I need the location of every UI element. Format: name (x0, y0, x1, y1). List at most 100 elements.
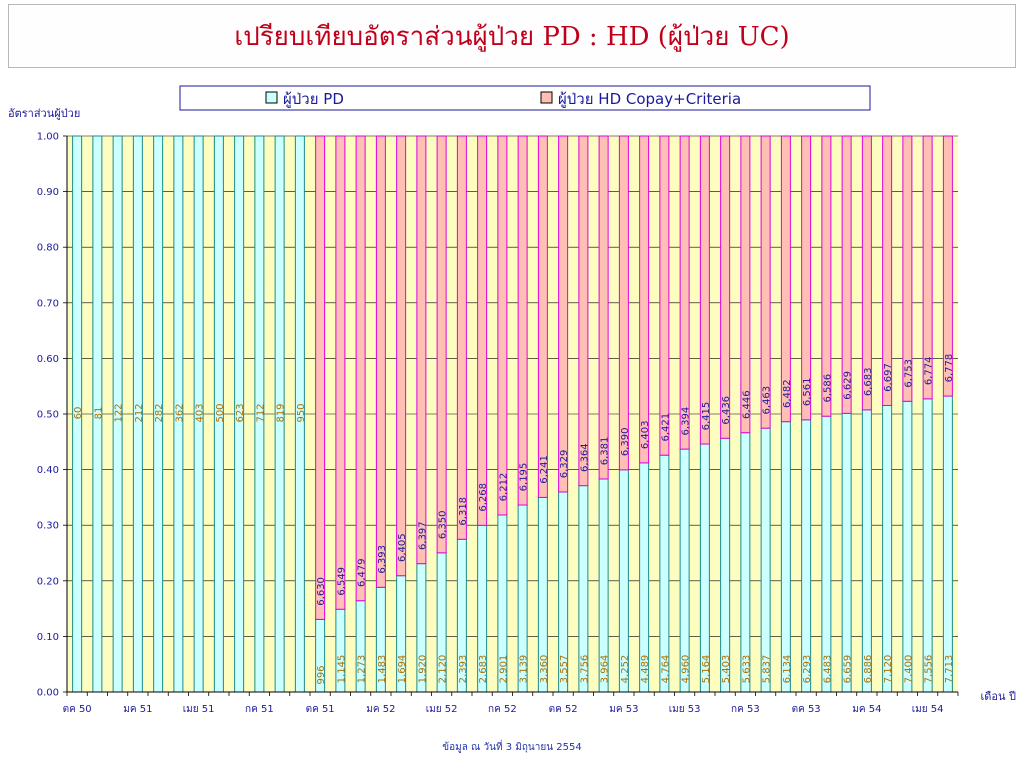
data-label-pd: 122 (114, 403, 125, 422)
bar-hd (679, 135, 690, 450)
data-label-hd: 6,403 (640, 421, 651, 450)
data-label-pd: 7,713 (944, 655, 955, 684)
bar-hd (578, 135, 589, 487)
y-tick-label: 0.90 (37, 187, 59, 198)
bar-hd (416, 135, 427, 565)
bar-pd (801, 419, 812, 693)
bar-pd (760, 427, 771, 693)
data-label-pd: 996 (316, 665, 327, 684)
data-label-pd: 1,483 (377, 655, 388, 684)
bar-hd (659, 135, 670, 456)
data-label-pd: 7,400 (903, 655, 914, 684)
bar-pd (841, 412, 852, 693)
data-label-hd: 6,329 (559, 450, 570, 479)
data-label-pd: 7,120 (883, 655, 894, 684)
data-label-pd: 7,556 (924, 655, 935, 684)
bar-hd (922, 135, 933, 400)
data-label-pd: 623 (235, 403, 246, 422)
bar-pd (861, 409, 872, 693)
data-label-pd: 712 (255, 403, 266, 422)
data-label-pd: 4,489 (640, 655, 651, 684)
bar-hd (315, 135, 326, 620)
data-label-pd: 1,920 (417, 655, 428, 684)
x-tick-label: ตค 52 (549, 704, 578, 715)
data-label-hd: 6,415 (701, 402, 712, 431)
bar-pd (740, 432, 751, 693)
legend-label-pd: ผู้ป่วย PD (283, 90, 344, 108)
x-tick-label: มค 52 (366, 704, 395, 715)
bar-hd (477, 135, 488, 526)
data-label-hd: 6,381 (600, 437, 611, 466)
bar-pd (821, 415, 832, 693)
data-label-hd: 6,350 (438, 511, 449, 540)
x-tick-label: เมย 54 (912, 704, 944, 715)
data-label-hd: 6,753 (903, 359, 914, 388)
data-label-pd: 2,683 (478, 655, 489, 684)
data-label-pd: 2,393 (458, 655, 469, 684)
data-label-hd: 6,268 (478, 483, 489, 512)
y-tick-label: 0.40 (37, 465, 59, 476)
bar-hd (801, 135, 812, 421)
y-tick-label: 0.60 (37, 354, 59, 365)
data-label-hd: 6,629 (843, 371, 854, 400)
data-label-pd: 6,483 (822, 655, 833, 684)
y-tick-label: 0.70 (37, 298, 59, 309)
bar-hd (942, 135, 953, 397)
y-tick-label: 0.10 (37, 632, 59, 643)
bar-hd (841, 135, 852, 414)
data-label-pd: 950 (296, 403, 307, 422)
bar-hd (436, 135, 447, 554)
data-label-pd: 3,360 (539, 655, 550, 684)
data-label-hd: 6,394 (681, 407, 692, 436)
footer-note: ข้อมูล ณ วันที่ 3 มิถุนายน 2554 (442, 742, 582, 753)
bar-hd (720, 135, 731, 439)
x-tick-label: เมย 52 (426, 704, 458, 715)
data-label-hd: 6,421 (660, 413, 671, 442)
data-label-hd: 6,697 (883, 363, 894, 392)
data-label-hd: 6,630 (316, 577, 327, 606)
bar-hd (780, 135, 791, 423)
y-tick-label: 0.30 (37, 521, 59, 532)
data-label-pd: 500 (215, 403, 226, 422)
y-axis-title: อัตราส่วนผู้ป่วย (8, 107, 80, 120)
bar-hd (355, 135, 366, 602)
data-label-pd: 4,764 (660, 655, 671, 684)
bar-hd (861, 135, 872, 411)
bar-hd (699, 135, 710, 445)
data-label-hd: 6,561 (802, 377, 813, 406)
legend-swatch-pd (265, 91, 278, 104)
data-label-hd: 6,778 (944, 354, 955, 383)
bar-pd (922, 398, 933, 693)
chart-title: เปรียบเทียบอัตราส่วนผู้ป่วย PD : HD (ผู้… (234, 21, 790, 52)
data-label-hd: 6,195 (519, 463, 530, 492)
data-label-pd: 5,837 (762, 655, 773, 684)
data-label-hd: 6,390 (620, 428, 631, 457)
chart: 0.00 0.10 0.20 0.30 0.40 0.50 0.60 0.70 0.80 0.90… (8, 85, 1016, 715)
data-label-pd: 6,293 (802, 655, 813, 684)
data-label-hd: 6,241 (539, 455, 550, 484)
data-label-hd: 6,479 (357, 558, 368, 587)
x-tick-label: มค 51 (123, 704, 152, 715)
data-label-hd: 6,482 (782, 379, 793, 408)
bar-hd (497, 135, 508, 516)
data-label-pd: 3,557 (559, 655, 570, 684)
legend-swatch-hd (540, 91, 553, 104)
data-label-pd: 4,252 (620, 655, 631, 684)
data-label-pd: 403 (195, 403, 206, 422)
legend-box (179, 85, 871, 111)
data-label-hd: 6,436 (721, 396, 732, 425)
data-label-hd: 6,393 (377, 545, 388, 574)
bar-hd (902, 135, 913, 402)
data-label-pd: 6,886 (863, 655, 874, 684)
data-label-pd: 81 (93, 407, 104, 420)
data-label-pd: 1,273 (357, 655, 368, 684)
data-label-pd: 819 (276, 403, 287, 422)
y-tick-label: 1.00 (37, 132, 59, 143)
bar-hd (375, 135, 386, 588)
data-label-pd: 3,139 (519, 655, 530, 684)
data-label-pd: 362 (174, 403, 185, 422)
data-label-hd: 6,397 (417, 521, 428, 550)
bar-hd (537, 135, 548, 498)
x-tick-label: เมย 51 (183, 704, 215, 715)
data-label-pd: 282 (154, 403, 165, 422)
